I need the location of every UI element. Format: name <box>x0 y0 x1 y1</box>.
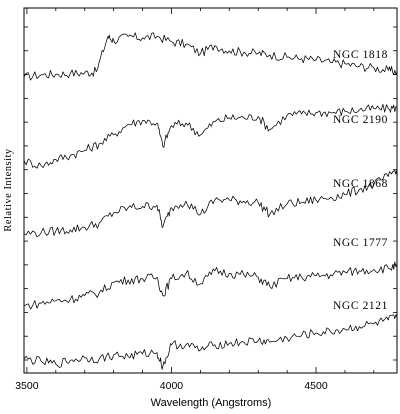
y-axis-label: Relative Intensity <box>3 148 14 232</box>
series-layer <box>23 32 398 370</box>
plot-frame <box>23 7 398 374</box>
axis-ticks: 3500 4000 4500 <box>15 8 397 392</box>
x-axis-label: Wavelength (Angstroms) <box>151 397 272 409</box>
spectrum-line-ngc-1777 <box>23 261 398 310</box>
series-label: NGC 2121 <box>333 300 388 312</box>
spectrum-line-ngc-2121 <box>23 314 398 370</box>
spectrum-line-ngc-2190 <box>23 103 398 169</box>
label-layer: NGC 1818 NGC 2190 NGC 1868 NGC 1777 NGC 2121 <box>333 49 388 312</box>
series-label: NGC 1777 <box>333 237 388 249</box>
series-label: NGC 1818 <box>333 49 388 61</box>
spectrum-line-ngc-1868 <box>23 168 398 238</box>
x-tick-label: 3500 <box>15 380 39 392</box>
series-label: NGC 2190 <box>333 114 388 126</box>
spectrum-line-ngc-1818 <box>23 32 398 81</box>
x-tick-label: 4000 <box>160 380 184 392</box>
series-label: NGC 1868 <box>333 178 388 190</box>
x-tick-label: 4500 <box>304 380 328 392</box>
